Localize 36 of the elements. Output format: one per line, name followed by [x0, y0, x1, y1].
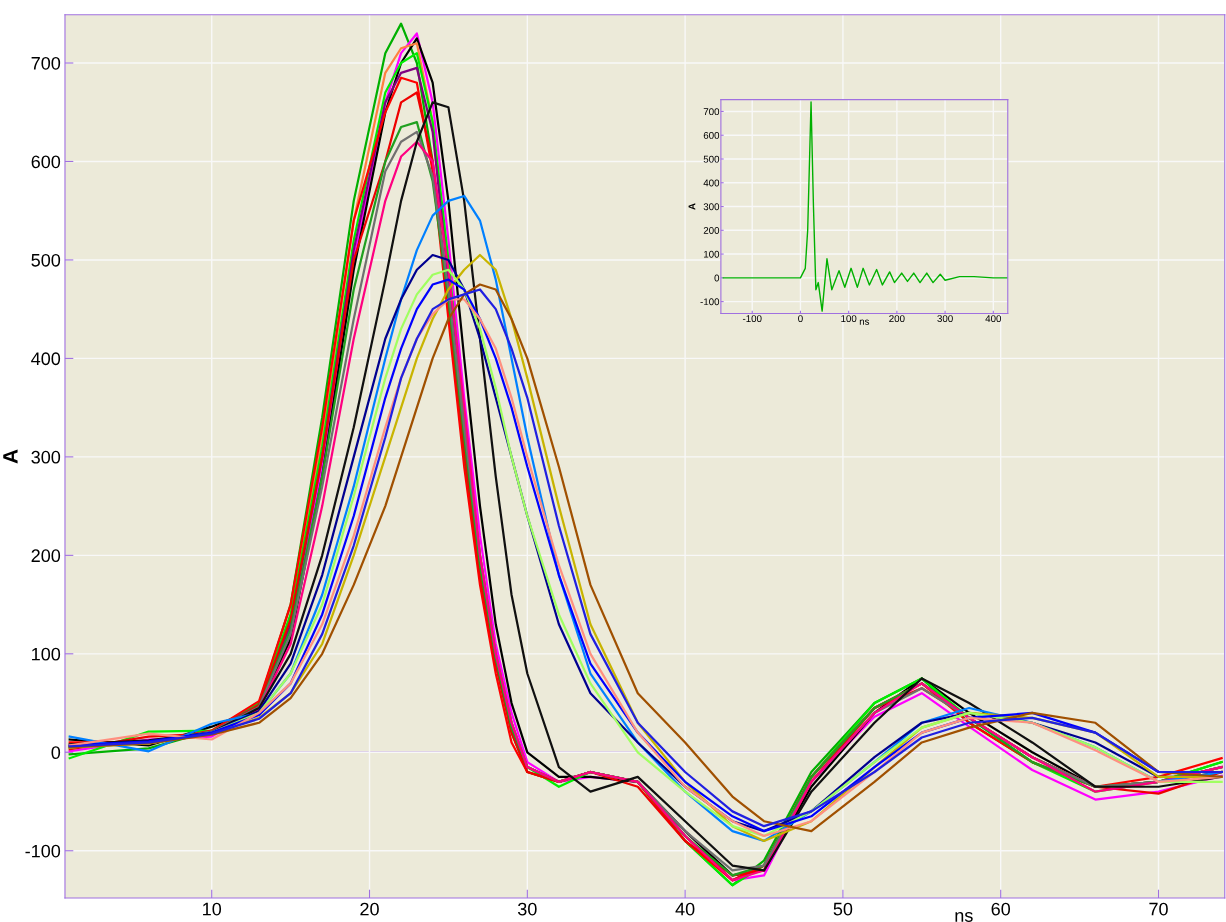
x-tick-label: 30	[517, 902, 537, 916]
y-tick-label: 700	[703, 108, 720, 116]
y-tick-label: 600	[703, 131, 720, 139]
x-tick-label: 400	[985, 315, 1002, 323]
y-tick-label: 100	[704, 250, 720, 258]
x-tick-label: 200	[889, 315, 905, 323]
x-tick-label: 40	[675, 902, 695, 916]
y-tick-label: 200	[703, 227, 720, 234]
x-tick-label: 50	[833, 902, 853, 916]
y-tick-label: 0	[51, 746, 61, 760]
y-tick-label: 300	[31, 450, 61, 464]
y-tick-label: -100	[700, 298, 720, 306]
x-tick-label: 20	[360, 902, 379, 916]
y-tick-label: 400	[31, 352, 61, 366]
y-tick-label: 200	[31, 549, 61, 563]
x-tick-label: 0	[798, 315, 803, 323]
y-tick-label: 0	[714, 274, 720, 282]
y-tick-label: 100	[32, 647, 61, 661]
y-tick-label: -100	[25, 844, 61, 858]
x-tick-label: 300	[937, 315, 953, 323]
y-tick-label: 600	[31, 155, 61, 169]
y-tick-label: 700	[31, 56, 61, 70]
y-axis-title: A	[3, 449, 18, 464]
y-axis-title: A	[688, 203, 696, 210]
y-tick-label: 500	[31, 253, 61, 267]
y-tick-label: 400	[703, 179, 720, 187]
line-series	[722, 101, 1008, 312]
x-axis-title: ns	[955, 912, 973, 922]
y-tick-label: 500	[703, 155, 720, 163]
x-tick-label: 70	[1149, 902, 1168, 916]
x-tick-label: 10	[203, 902, 222, 916]
x-tick-label: 60	[991, 902, 1011, 916]
y-tick-label: 300	[703, 203, 720, 211]
x-tick-label: -100	[742, 315, 762, 323]
x-axis-title: ns	[859, 319, 870, 325]
x-tick-label: 100	[841, 315, 857, 323]
